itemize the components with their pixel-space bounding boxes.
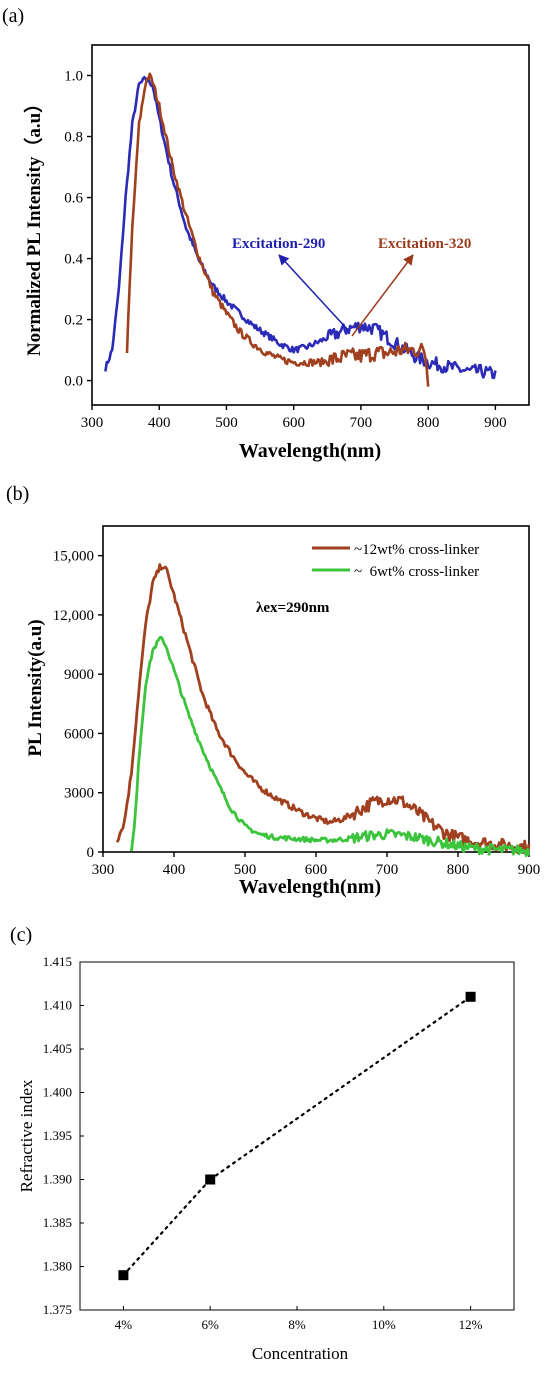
y-tick-label: 0.4 (64, 252, 83, 268)
y-tick-label: 0.2 (64, 313, 83, 329)
panel-a-x-ticks: 300 400 500 600 700 800 900 (81, 405, 507, 431)
scatter-point (465, 991, 476, 1002)
legend-label-12wt: ~12wt% cross-linker (354, 542, 479, 558)
panel-a-y-ticks: 0.0 0.2 0.4 0.6 0.8 1.0 (64, 69, 92, 390)
x-tick-label: 900 (484, 415, 507, 431)
panel-c-label: (c) (10, 924, 32, 946)
panel-a-series (104, 72, 497, 387)
x-tick-label: 700 (376, 862, 399, 878)
panel-a-annotation-excitation-320: Excitation-320 (378, 236, 471, 252)
panel-b-legend: ~12wt% cross-linker ~ 6wt% cross-linker (312, 542, 479, 580)
y-tick-label: 1.395 (43, 1128, 72, 1143)
panel-a-chart: (a) 300 400 500 600 700 800 900 0.00.20.40.60.… (2, 5, 530, 462)
panel-a-x-axis-label: Wavelength(nm) (239, 440, 381, 462)
x-tick-label: 500 (215, 415, 238, 431)
y-tick-label: 0.8 (64, 130, 83, 146)
panel-a-y-axis-label: Normalized PL Intensity（a.u） (22, 94, 45, 356)
x-tick-label: 300 (92, 862, 115, 878)
series-line-0 (115, 563, 531, 855)
x-tick-label: 12% (459, 1317, 483, 1332)
y-tick-label: 1.385 (43, 1215, 72, 1230)
y-tick-label: 0.0 (64, 374, 83, 390)
y-tick-label: 1.375 (43, 1302, 72, 1317)
series-line-1 (125, 72, 430, 387)
legend-label-6wt: ~ 6wt% cross-linker (354, 564, 479, 580)
panel-a-arrow-excitation-320 (351, 254, 414, 337)
x-tick-label: 800 (447, 862, 470, 878)
y-tick-label: 6000 (64, 726, 94, 742)
panel-b-x-axis-label: Wavelength(nm) (239, 876, 381, 898)
x-tick-label: 300 (81, 415, 104, 431)
series-line-0 (104, 76, 497, 380)
x-tick-label: 10% (372, 1317, 396, 1332)
panel-c-x-axis-label: Concentration (252, 1344, 349, 1363)
panel-b-series (115, 563, 531, 858)
series-line-1 (130, 635, 531, 858)
panel-b-y-ticks: 0 3000 6000 9000 12,000 15,000 (53, 549, 103, 861)
y-tick-label: 1.405 (43, 1041, 72, 1056)
x-tick-label: 500 (234, 862, 257, 878)
x-tick-label: 900 (518, 862, 541, 878)
panel-c-series (118, 991, 476, 1281)
panel-b-label: (b) (6, 483, 29, 505)
scatter-point (205, 1174, 216, 1185)
y-tick-label: 12,000 (53, 608, 94, 624)
panel-b-x-ticks: 300 400 500 600 700 800 900 (92, 852, 541, 878)
x-tick-label: 4% (115, 1317, 133, 1332)
fit-line-segment (209, 995, 472, 1181)
panel-a-annotation-excitation-290: Excitation-290 (232, 236, 325, 252)
y-tick-label: 1.0 (64, 69, 83, 85)
y-tick-label: 1.390 (43, 1172, 72, 1187)
panel-a-label: (a) (2, 5, 24, 27)
y-tick-label: 15,000 (53, 549, 94, 565)
x-tick-label: 6% (202, 1317, 220, 1332)
x-tick-label: 400 (148, 415, 171, 431)
y-tick-label: 9000 (64, 667, 94, 683)
panel-c-chart: (c) 4% 6% 8% 10% 12% 1.3751.3801.3851.3901.3… (10, 924, 515, 1363)
y-tick-label: 1.380 (43, 1259, 72, 1274)
panel-a-arrow-excitation-290 (278, 254, 349, 331)
panel-c-y-axis-label: Refractive index (17, 1079, 36, 1192)
panel-c-plot-frame (79, 961, 515, 1311)
x-tick-label: 8% (288, 1317, 306, 1332)
panel-c-x-ticks: 4% 6% 8% 10% 12% (115, 1306, 483, 1332)
y-tick-label: 0.6 (64, 191, 83, 207)
y-tick-label: 0 (87, 845, 95, 861)
y-tick-label: 1.415 (43, 954, 72, 969)
scatter-point (118, 1270, 129, 1281)
y-tick-label: 1.400 (43, 1085, 72, 1100)
y-tick-label: 3000 (64, 786, 94, 802)
panel-c-y-ticks: 1.375 1.380 1.385 1.390 1.395 1.400 1.405 1.410… (43, 954, 84, 1317)
y-tick-label: 1.410 (43, 998, 72, 1013)
x-tick-label: 400 (163, 862, 186, 878)
x-tick-label: 700 (350, 415, 373, 431)
x-tick-label: 600 (282, 415, 305, 431)
panel-a-plot-frame (91, 44, 530, 406)
panel-b-y-axis-label: PL Intensity(a.u) (25, 619, 46, 756)
x-tick-label: 600 (305, 862, 328, 878)
panel-b-annotation: λex=290nm (256, 600, 330, 616)
x-tick-label: 800 (417, 415, 440, 431)
fit-line-segment (122, 1178, 212, 1277)
panel-b-chart: (b) 300 400 500 600 700 800 900 0 3000 6000 9000 1… (6, 483, 540, 898)
